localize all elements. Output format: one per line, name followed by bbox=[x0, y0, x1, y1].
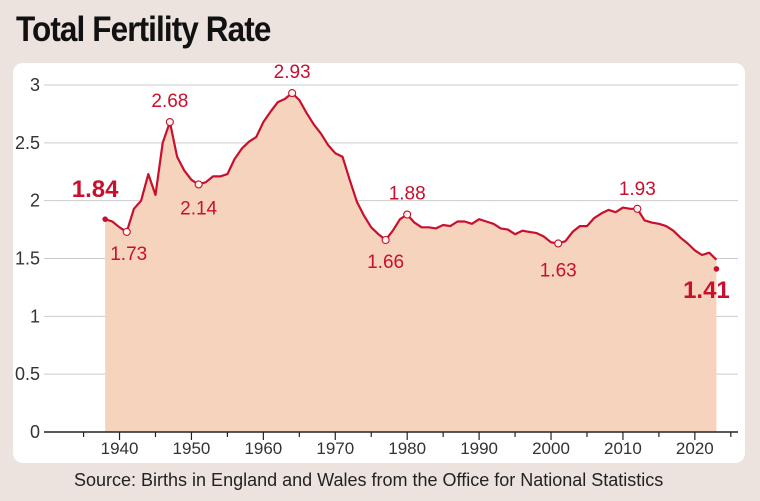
x-tick-label: 1970 bbox=[316, 439, 354, 458]
x-tick-label: 1950 bbox=[173, 439, 211, 458]
data-point-marker bbox=[633, 204, 642, 213]
source-note: Source: Births in England and Wales from… bbox=[74, 470, 664, 490]
data-label: 1.41 bbox=[683, 277, 730, 304]
data-label: 1.66 bbox=[367, 252, 404, 273]
data-label: 2.93 bbox=[274, 62, 311, 83]
data-label: 2.68 bbox=[151, 91, 188, 112]
data-label: 2.14 bbox=[180, 198, 217, 219]
data-point-marker bbox=[288, 89, 297, 98]
area-fill bbox=[105, 93, 717, 432]
data-point-marker bbox=[194, 180, 203, 189]
data-point-marker bbox=[554, 239, 563, 248]
data-point-marker bbox=[102, 216, 108, 222]
y-tick-label: 1 bbox=[30, 306, 40, 326]
y-tick-label: 3 bbox=[30, 75, 40, 95]
y-tick-label: 2.5 bbox=[15, 133, 40, 153]
y-tick-label: 1.5 bbox=[15, 249, 40, 269]
y-tick-label: 0 bbox=[30, 422, 40, 442]
y-tick-label: 2 bbox=[30, 191, 40, 211]
x-tick-label: 1940 bbox=[101, 439, 139, 458]
data-point-marker bbox=[403, 210, 412, 219]
data-label: 1.84 bbox=[72, 176, 119, 203]
x-tick-label: 1960 bbox=[244, 439, 282, 458]
x-tick-label: 2000 bbox=[532, 439, 570, 458]
data-label: 1.93 bbox=[619, 179, 656, 200]
chart-title: Total Fertility Rate bbox=[16, 10, 271, 49]
data-label: 1.88 bbox=[389, 184, 426, 205]
y-tick-label: 0.5 bbox=[15, 364, 40, 384]
x-tick-label: 1980 bbox=[388, 439, 426, 458]
x-tick-label: 1990 bbox=[460, 439, 498, 458]
x-tick-label: 2020 bbox=[676, 439, 714, 458]
x-tick-label: 2010 bbox=[604, 439, 642, 458]
data-point-marker bbox=[122, 227, 131, 236]
data-point-marker bbox=[165, 117, 174, 127]
data-label: 1.63 bbox=[540, 260, 577, 281]
data-point-marker bbox=[713, 266, 720, 272]
data-label: 1.73 bbox=[110, 244, 147, 265]
data-point-marker bbox=[381, 235, 390, 245]
series-line bbox=[104, 91, 718, 261]
